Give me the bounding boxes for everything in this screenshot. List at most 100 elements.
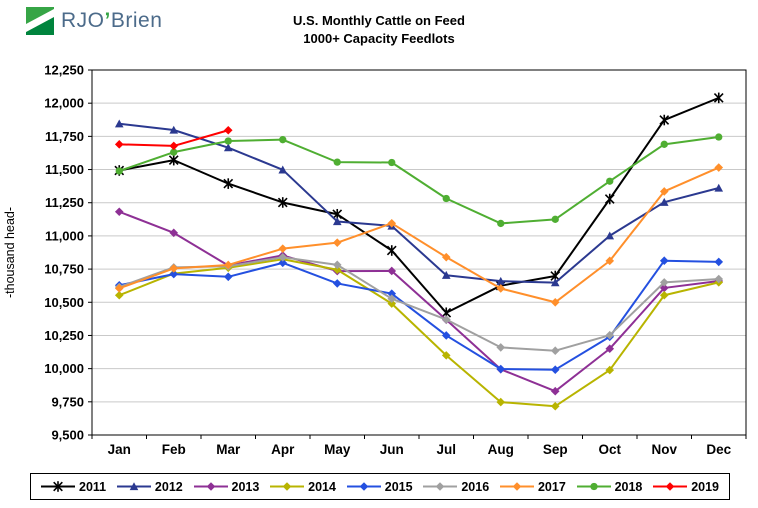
data-point-marker [278, 252, 288, 262]
data-point-marker [169, 228, 179, 238]
legend-marker-2018 [576, 482, 611, 491]
data-point-marker [359, 482, 369, 491]
data-point-marker [714, 183, 724, 192]
data-point-marker [605, 365, 615, 375]
data-point-marker [605, 330, 615, 340]
data-point-marker [659, 283, 669, 293]
data-point-marker [659, 197, 669, 206]
data-point-marker [332, 279, 342, 288]
y-axis-label: 9,750 [51, 394, 84, 409]
x-axis-label: Aug [488, 442, 514, 457]
data-point-marker [206, 482, 215, 491]
legend-item-2018: 2018 [576, 480, 642, 494]
series-2018 [115, 133, 723, 228]
legend-label-2011: 2011 [79, 479, 107, 494]
series-line-2012 [119, 122, 720, 284]
chart-title-line1: U.S. Monthly Cattle on Feed [293, 13, 465, 28]
legend-item-2012: 2012 [116, 479, 183, 494]
data-point-marker [386, 245, 397, 256]
data-point-marker [441, 351, 451, 360]
legend-marker-2019 [653, 482, 688, 491]
rjo-brien-logo-icon [26, 7, 54, 35]
legend-item-2013: 2013 [193, 479, 260, 494]
data-point-marker [550, 365, 560, 374]
data-point-marker [223, 125, 233, 135]
data-point-marker [169, 264, 179, 273]
y-axis-label: 10,500 [44, 295, 84, 310]
y-axis-label: 10,750 [44, 262, 84, 277]
data-point-marker [388, 158, 396, 167]
x-axis-label: Nov [651, 442, 677, 457]
legend: 2011 2012 2013 2014 2015 2016 2017 2018 2019 [30, 473, 730, 500]
data-point-marker [551, 215, 559, 223]
data-point-marker [387, 299, 397, 308]
y-axis-label: 11,000 [45, 228, 84, 243]
x-axis-label: Mar [216, 442, 241, 457]
data-point-marker [550, 386, 560, 396]
legend-marker-2013 [193, 482, 228, 491]
y-axis-label: 12,000 [44, 96, 84, 111]
y-axis-label: 10,000 [44, 361, 84, 376]
data-point-marker [169, 269, 179, 279]
data-point-marker [170, 148, 178, 156]
data-point-marker [496, 284, 506, 293]
data-point-marker [53, 481, 63, 492]
chart-title-line2: 1000+ Capacity Feedlots [303, 30, 455, 46]
data-point-marker [659, 114, 670, 126]
data-point-marker [387, 219, 397, 228]
data-point-marker [332, 238, 342, 247]
legend-label-2017: 2017 [537, 479, 566, 494]
legend-label-2012: 2012 [154, 479, 183, 494]
x-axis-label: Apr [271, 442, 295, 457]
rjo-brien-logo: RJO’Brien [26, 7, 162, 35]
legend-label-2019: 2019 [691, 479, 719, 494]
data-point-marker [659, 290, 669, 300]
series-line-2017 [118, 166, 720, 304]
data-point-marker [496, 343, 506, 352]
legend-label-2014: 2014 [308, 479, 336, 494]
data-point-marker [114, 284, 124, 293]
legend-item-2016: 2016 [423, 480, 489, 494]
data-point-marker [441, 252, 451, 262]
x-axis-label: Jan [108, 442, 131, 457]
data-point-marker [282, 482, 292, 491]
data-point-marker [606, 177, 614, 185]
data-point-marker [605, 256, 615, 266]
legend-marker-2017 [499, 482, 534, 491]
legend-item-2017: 2017 [499, 479, 566, 494]
series-2017 [114, 163, 724, 307]
data-point-marker [114, 290, 124, 300]
data-point-marker [223, 178, 234, 189]
data-point-marker [115, 167, 123, 175]
legend-item-2014: 2014 [270, 480, 336, 494]
data-point-marker [277, 197, 288, 208]
data-point-marker [223, 272, 233, 282]
rjo-brien-logo-text: RJO’Brien [61, 9, 162, 33]
legend-label-2015: 2015 [384, 479, 413, 494]
data-point-marker [550, 401, 560, 411]
plot-area: 9,500 9,750 10,000 10,250 10,500 10,750 11,000… [3, 63, 747, 457]
data-point-marker [715, 133, 723, 141]
data-point-marker [497, 219, 505, 228]
y-axis-label: 10,250 [44, 328, 84, 343]
data-point-marker [714, 257, 724, 267]
data-point-marker [496, 397, 506, 407]
plot-background [92, 70, 746, 435]
data-point-marker [605, 231, 615, 240]
data-point-marker [442, 194, 450, 203]
y-axis-title: -thousand head- [3, 207, 17, 298]
data-point-marker [129, 482, 139, 491]
legend-marker-2012 [116, 482, 151, 491]
data-point-marker [278, 165, 288, 174]
legend-label-2016: 2016 [461, 479, 490, 494]
data-point-marker [550, 297, 560, 307]
logo-suffix: Brien [110, 9, 163, 32]
x-axis-label: Oct [598, 442, 621, 457]
x-axis-label: Jul [436, 442, 456, 457]
x-axis-label: Dec [706, 442, 731, 457]
legend-label-2013: 2013 [231, 479, 260, 494]
data-point-marker [550, 278, 560, 287]
data-point-marker [168, 154, 179, 166]
data-point-marker [496, 364, 506, 374]
